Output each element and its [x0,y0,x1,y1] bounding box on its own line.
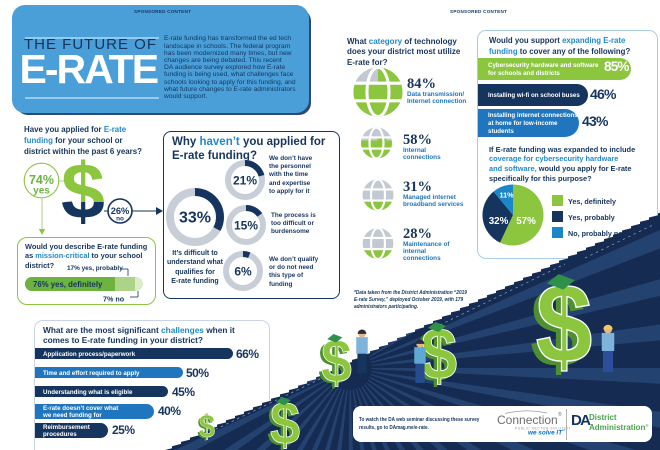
svg-text:®: ® [558,411,562,418]
svg-text:$: $ [61,150,105,235]
svg-text:76% yes, definitely: 76% yes, definitely [33,280,103,289]
svg-text:32%: 32% [489,216,509,227]
svg-text:yes: yes [33,186,50,197]
svg-text:21%: 21% [233,174,257,188]
svg-text:74%: 74% [29,173,54,187]
svg-text:$: $ [61,150,105,235]
svg-text:33%: 33% [179,210,211,227]
svg-text:15%: 15% [234,219,258,233]
svg-text:$: $ [321,327,352,395]
svg-text:no: no [116,216,124,223]
svg-text:26%: 26% [111,206,130,216]
svg-text:$: $ [270,390,300,450]
svg-text:we solve IT™: we solve IT™ [528,429,566,437]
svg-text:$: $ [199,408,215,445]
svg-text:6%: 6% [234,265,252,279]
svg-text:$: $ [197,409,213,446]
svg-text:7% no: 7% no [103,295,125,304]
svg-text:PUBLIC SECTOR SOLUTIONS: PUBLIC SECTOR SOLUTIONS [515,427,570,431]
svg-text:11%: 11% [500,191,515,200]
svg-text:57%: 57% [516,216,536,227]
svg-text:Connection: Connection [497,413,558,427]
